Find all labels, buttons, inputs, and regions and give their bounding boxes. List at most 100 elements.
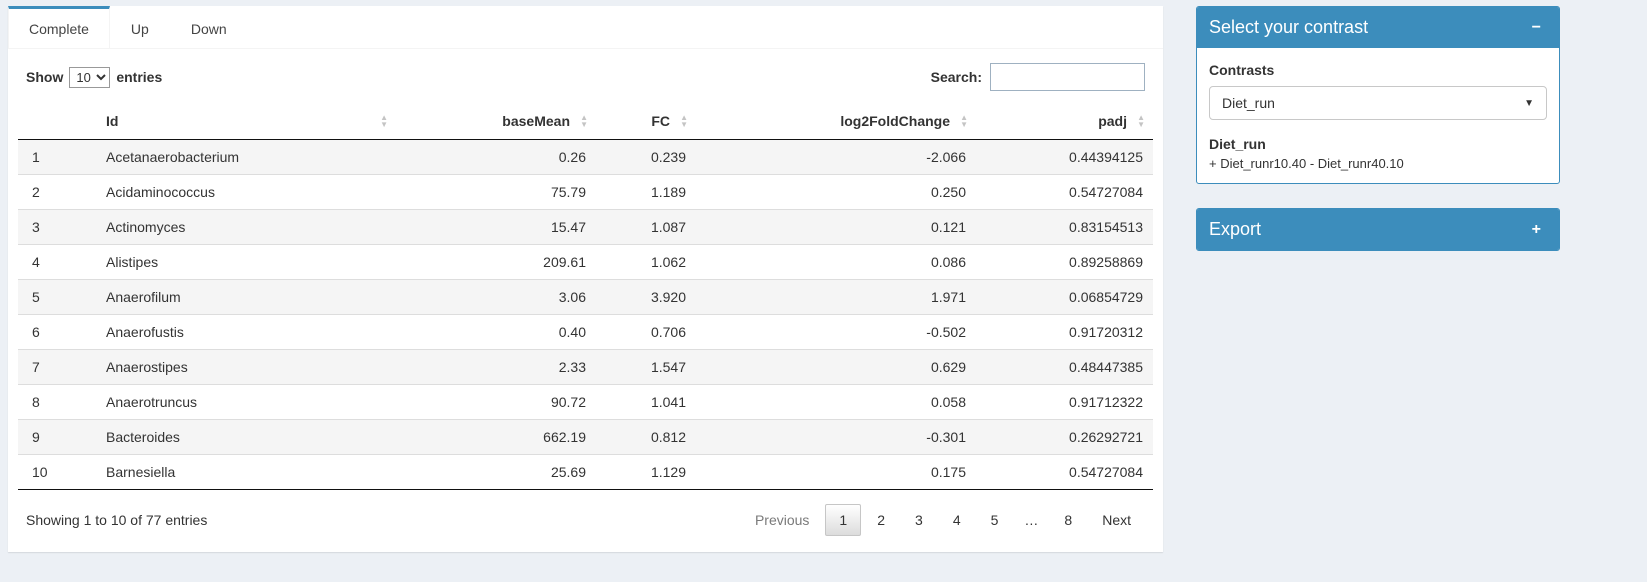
contrast-select-value: Diet_run [1222, 95, 1275, 111]
right-sidebar: Select your contrast − Contrasts Diet_ru… [1196, 6, 1560, 275]
contrast-detail-name: Diet_run [1209, 136, 1266, 152]
cell-basemean: 3.06 [396, 279, 596, 315]
cell-basemean: 0.26 [558, 149, 586, 165]
cell-fc: 0.239 [650, 149, 686, 165]
row-index: 3 [18, 209, 96, 245]
collapse-minus-icon[interactable]: − [1526, 18, 1547, 38]
cell-log2fc: 0.175 [696, 454, 976, 490]
cell-id: Acidaminococcus [96, 174, 396, 210]
cell-id: Acetanaerobacterium [106, 149, 240, 165]
cell-fc: 1.129 [596, 454, 696, 490]
cell-padj: 0.54727084 [976, 454, 1153, 490]
cell-padj: 0.06854729 [976, 279, 1153, 315]
sort-icon [580, 114, 588, 128]
entries-select[interactable]: 10 [69, 66, 111, 88]
cell-padj: 0.83154513 [976, 209, 1153, 245]
cell-id: Actinomyces [96, 209, 396, 245]
table-row: 1 Acetanaerobacterium 0.26 0.239 -2.066 0.443… [18, 139, 1153, 175]
cell-fc: 3.920 [596, 279, 696, 315]
collapse-plus-icon[interactable]: + [1526, 220, 1547, 240]
cell-padj: 0.54727084 [976, 174, 1153, 210]
cell-basemean: 25.69 [396, 454, 596, 490]
export-box-header: Export + [1197, 209, 1559, 250]
row-index: 7 [18, 349, 96, 385]
cell-log2fc: 0.058 [696, 384, 976, 420]
cell-padj: 0.89258869 [976, 244, 1153, 280]
contrast-select[interactable]: Diet_run ▼ [1209, 86, 1547, 120]
page-button-2[interactable]: 2 [877, 512, 886, 528]
column-header-log2foldchange[interactable]: log2FoldChange [696, 103, 976, 140]
cell-log2fc: 0.121 [696, 209, 976, 245]
column-header-id[interactable]: Id [96, 103, 396, 140]
tab-complete[interactable]: Complete [8, 6, 110, 48]
contrast-box-body: Contrasts Diet_run ▼ Diet_run + Diet_run… [1197, 48, 1559, 183]
search-input[interactable] [990, 63, 1145, 91]
cell-fc: 1.087 [596, 209, 696, 245]
page-button-next[interactable]: Next [1102, 512, 1131, 528]
page-button-8[interactable]: 8 [1064, 512, 1073, 528]
cell-id: Anaerostipes [96, 349, 396, 385]
table-info: Showing 1 to 10 of 77 entries [26, 512, 208, 528]
cell-id: Alistipes [96, 244, 396, 280]
cell-log2fc: -0.502 [696, 314, 976, 350]
row-index: 5 [18, 279, 96, 315]
column-header-label: log2FoldChange [840, 113, 950, 129]
cell-id: Anaerofustis [96, 314, 396, 350]
cell-log2fc: 0.629 [696, 349, 976, 385]
cell-basemean: 662.19 [396, 419, 596, 455]
cell-fc: 1.041 [596, 384, 696, 420]
cell-basemean: 2.33 [396, 349, 596, 385]
cell-padj: 0.48447385 [976, 349, 1153, 385]
sort-icon [960, 114, 968, 128]
column-header-fc[interactable]: FC [596, 103, 696, 140]
table-row: 7 Anaerostipes 2.33 1.547 0.629 0.48447385 [18, 349, 1153, 385]
cell-id: Anaerofilum [96, 279, 396, 315]
cell-log2fc: 1.971 [696, 279, 976, 315]
page-button-3[interactable]: 3 [915, 512, 923, 528]
column-header-basemean[interactable]: baseMean [396, 103, 596, 140]
header-row: Id baseMean FC log2FoldChange [18, 103, 1153, 140]
table-controls: Show 10 entries Search: [26, 63, 1145, 91]
page-button-5[interactable]: 5 [990, 512, 999, 528]
cell-log2fc: -0.301 [696, 419, 976, 455]
table-row: 6 Anaerofustis 0.40 0.706 -0.502 0.91720312 [18, 314, 1153, 350]
table-row: 10 Barnesiella 25.69 1.129 0.175 0.54727084 [18, 454, 1153, 490]
page: Complete Up Down Show 10 entries Search: [0, 0, 1647, 552]
contrasts-label: Contrasts [1209, 62, 1275, 78]
column-header-padj[interactable]: padj [976, 103, 1153, 140]
cell-fc: 0.812 [596, 419, 696, 455]
table-footer: Showing 1 to 10 of 77 entries Previous 1 2… [26, 504, 1145, 536]
column-header-label: baseMean [502, 113, 570, 129]
table-row: 2 Acidaminococcus 75.79 1.189 0.250 0.5472708… [18, 174, 1153, 210]
tab-down[interactable]: Down [190, 21, 227, 37]
contrast-box-title: Select your contrast [1209, 17, 1369, 37]
table-row: 4 Alistipes 209.61 1.062 0.086 0.89258869 [18, 244, 1153, 280]
page-button-1[interactable]: 1 [825, 504, 862, 536]
table-header: Id baseMean FC log2FoldChange [18, 103, 1153, 140]
row-index: 8 [18, 384, 96, 420]
column-header-label: Id [106, 113, 119, 129]
page-button-4[interactable]: 4 [952, 512, 961, 528]
cell-log2fc: -2.066 [926, 149, 966, 165]
entries-label: entries [116, 69, 163, 85]
cell-padj: 0.91712322 [976, 384, 1153, 420]
cell-basemean: 0.40 [396, 314, 596, 350]
results-table: Id baseMean FC log2FoldChange [18, 103, 1153, 490]
cell-id: Barnesiella [96, 454, 396, 490]
row-index: 9 [18, 419, 96, 455]
table-row: 5 Anaerofilum 3.06 3.920 1.971 0.06854729 [18, 279, 1153, 315]
tab-up[interactable]: Up [130, 21, 149, 37]
cell-basemean: 90.72 [396, 384, 596, 420]
row-index: 1 [32, 149, 40, 165]
cell-id: Bacteroides [96, 419, 396, 455]
cell-basemean: 75.79 [396, 174, 596, 210]
page-button-previous: Previous [754, 512, 810, 528]
cell-fc: 0.706 [596, 314, 696, 350]
column-header-label: padj [1098, 113, 1127, 129]
search-control: Search: [931, 63, 1145, 91]
sort-icon [1137, 114, 1145, 128]
contrast-detail-formula: + Diet_runr10.40 - Diet_runr40.10 [1209, 156, 1404, 171]
contrast-box-header: Select your contrast − [1197, 7, 1559, 48]
show-label: Show [26, 69, 64, 85]
export-box-title: Export [1209, 219, 1262, 239]
